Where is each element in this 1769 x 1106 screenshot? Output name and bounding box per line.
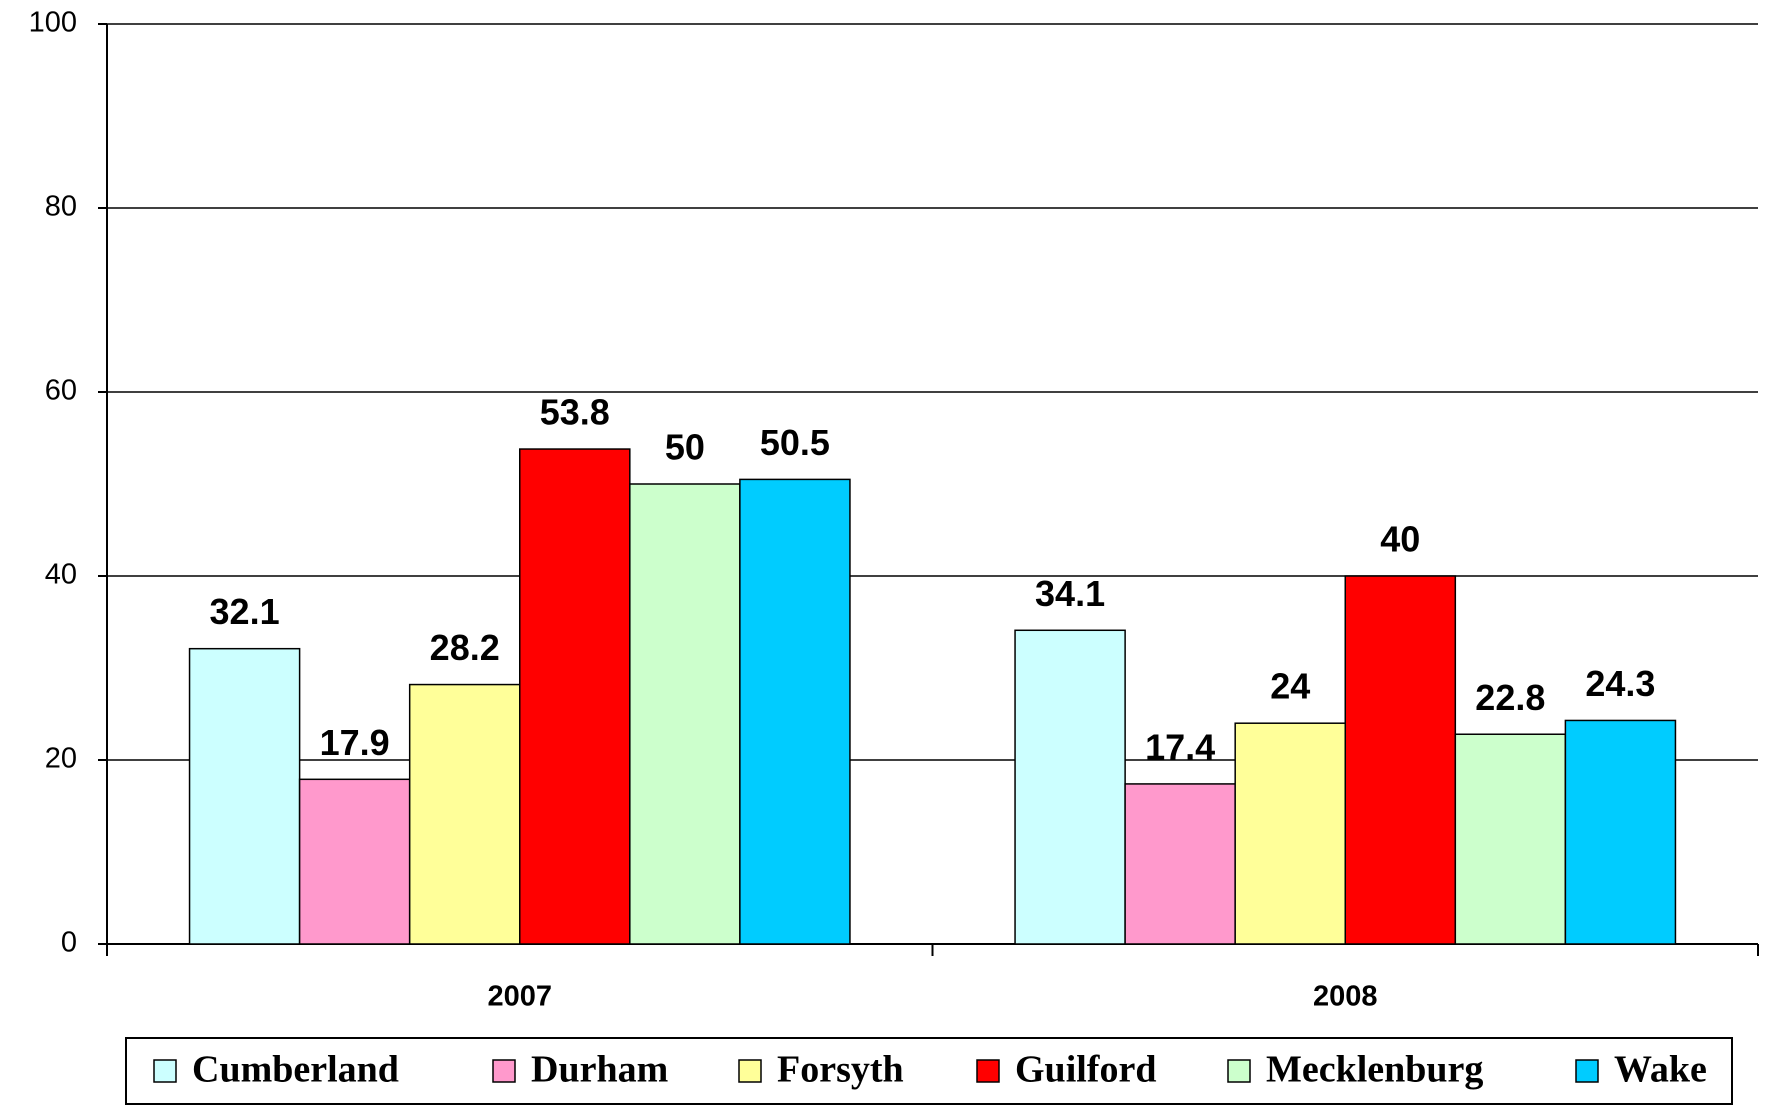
data-label: 22.8	[1475, 677, 1545, 718]
data-label: 53.8	[540, 392, 610, 433]
bar	[629, 483, 741, 945]
data-label: 24	[1270, 666, 1310, 707]
legend-label: Cumberland	[192, 1049, 399, 1091]
bar	[408, 683, 521, 945]
bar	[519, 448, 631, 945]
data-label: 50.5	[760, 422, 830, 463]
bar	[1014, 629, 1126, 945]
x-tick-label: 2007	[487, 981, 552, 1013]
legend-swatch	[1575, 1059, 1599, 1083]
legend-label: Forsyth	[777, 1049, 904, 1091]
legend-label: Guilford	[1015, 1049, 1156, 1091]
x-tick-label: 2008	[1313, 981, 1378, 1013]
legend-box	[125, 1037, 1733, 1105]
data-label: 17.9	[320, 722, 390, 763]
data-label: 17.4	[1145, 726, 1215, 767]
bar	[1124, 783, 1236, 945]
bar	[1344, 575, 1457, 945]
data-label: 34.1	[1035, 573, 1105, 614]
bar	[1234, 722, 1347, 945]
bar	[739, 478, 851, 945]
bar	[1564, 719, 1677, 945]
legend-swatch	[492, 1059, 516, 1083]
legend-swatch	[1227, 1059, 1251, 1083]
legend-label: Wake	[1614, 1049, 1707, 1091]
data-label: 32.1	[210, 591, 280, 632]
bar	[188, 647, 301, 945]
y-tick-label: 20	[45, 743, 77, 775]
data-label: 40	[1380, 519, 1420, 560]
legend-swatch	[738, 1059, 762, 1083]
y-tick-label: 100	[29, 7, 77, 39]
bar	[298, 778, 411, 945]
legend-swatch	[976, 1059, 1000, 1083]
y-tick-label: 40	[45, 559, 77, 591]
legend-swatch	[153, 1059, 177, 1083]
bar	[1454, 733, 1567, 945]
data-label: 50	[665, 427, 705, 468]
y-tick-label: 80	[45, 191, 77, 223]
legend-label: Mecklenburg	[1266, 1049, 1483, 1091]
legend-label: Durham	[531, 1049, 668, 1091]
y-tick-label: 60	[45, 375, 77, 407]
data-label: 24.3	[1585, 663, 1655, 704]
y-tick-label: 0	[61, 927, 77, 959]
data-label: 28.2	[430, 627, 500, 668]
